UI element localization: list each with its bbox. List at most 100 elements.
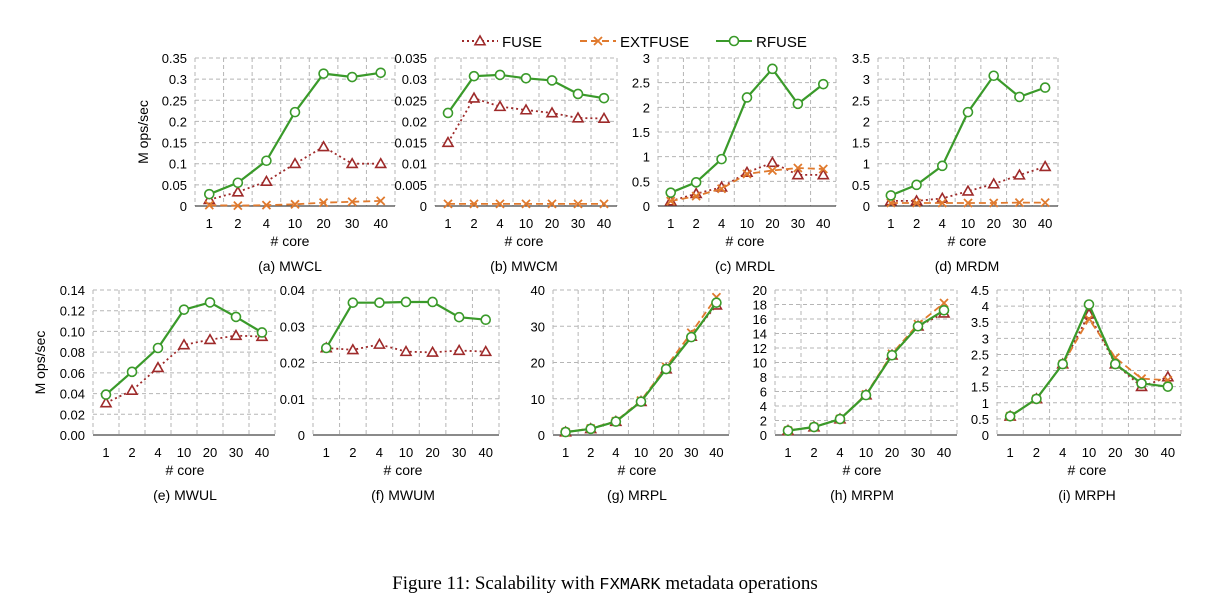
data-point-rfuse: [1004, 411, 1016, 422]
y-tick-label: 3.5: [852, 51, 870, 66]
data-point-rfuse: [711, 297, 722, 308]
x-tick-label: 4: [718, 216, 725, 231]
y-tick-label: 0.35: [162, 51, 187, 66]
data-point-rfuse: [178, 304, 190, 315]
x-tick-label: 40: [597, 216, 611, 231]
y-tick-label: 2: [643, 100, 650, 115]
y-axis-label: M ops/sec: [135, 100, 151, 164]
data-point-rfuse: [808, 421, 820, 433]
y-tick-label: 2.5: [632, 76, 650, 91]
y-tick-label: 0.06: [60, 366, 85, 381]
y-tick-label: 0.04: [280, 283, 305, 298]
data-point-rfuse: [635, 396, 647, 407]
y-tick-label: 0: [298, 428, 305, 443]
x-tick-label: 40: [937, 445, 951, 460]
data-point-rfuse: [936, 160, 948, 172]
data-point-rfuse: [1162, 381, 1174, 392]
data-point-extfuse: [469, 199, 479, 209]
data-point-fuse: [961, 184, 975, 196]
data-point-rfuse: [346, 71, 358, 83]
x-tick-label: 10: [859, 445, 873, 460]
data-point-extfuse: [818, 164, 828, 174]
data-point-fuse: [260, 174, 273, 187]
x-tick-label: 10: [288, 216, 302, 231]
x-tick-label: 40: [1038, 216, 1052, 231]
chart-title: (i) MRPH: [1058, 487, 1116, 503]
data-point-rfuse: [767, 63, 778, 75]
data-point-extfuse: [793, 163, 803, 173]
data-point-rfuse: [100, 389, 112, 400]
x-tick-label: 10: [740, 216, 754, 231]
x-tick-label: 1: [887, 216, 894, 231]
data-point-fuse: [467, 91, 481, 103]
chart-title: (e) MWUL: [153, 487, 217, 503]
y-tick-label: 20: [531, 356, 545, 371]
data-point-rfuse: [1083, 299, 1095, 310]
data-point-rfuse: [741, 92, 753, 103]
data-point-extfuse: [886, 198, 896, 208]
data-point-rfuse: [453, 311, 465, 323]
y-tick-label: 3: [982, 331, 989, 346]
x-tick-label: 20: [1108, 445, 1122, 460]
data-point-rfuse: [152, 342, 164, 354]
data-point-extfuse: [691, 191, 701, 201]
data-point-fuse: [493, 100, 507, 112]
series-line-extfuse: [565, 296, 718, 433]
series-line-rfuse: [325, 300, 486, 349]
x-axis-label: # core: [843, 462, 882, 478]
data-point-rfuse: [685, 331, 697, 343]
data-point-extfuse: [547, 199, 557, 209]
y-tick-label: 20: [753, 283, 767, 298]
y-tick-label: 14: [753, 327, 767, 342]
x-tick-label: 10: [177, 445, 191, 460]
y-tick-label: 0.2: [169, 114, 187, 129]
legend-label-rfuse: RFUSE: [756, 34, 807, 51]
y-tick-label: 0.02: [60, 407, 85, 422]
y-tick-label: 2.5: [971, 347, 989, 362]
x-tick-label: 10: [634, 445, 648, 460]
data-point-rfuse: [665, 187, 677, 198]
chart-panel-7: 0 10 20 30 40 1 2 4 10 20 30 40 # core (g) MRPL: [531, 283, 730, 503]
data-point-extfuse: [742, 169, 752, 179]
y-tick-label: 0.5: [632, 174, 650, 189]
x-tick-label: 40: [1161, 445, 1175, 460]
figure-caption: Figure 11: Scalability with FXMARK metad…: [0, 573, 1210, 595]
data-point-rfuse: [375, 67, 387, 79]
y-tick-label: 0.01: [402, 157, 427, 172]
x-tick-label: 4: [1059, 445, 1066, 460]
chart-title: (f) MWUM: [371, 487, 435, 503]
x-tick-label: 2: [693, 216, 700, 231]
data-point-extfuse: [989, 198, 999, 208]
data-point-extfuse: [573, 199, 583, 209]
y-tick-label: 0.05: [162, 178, 187, 193]
y-tick-label: 2.5: [852, 93, 870, 108]
chart-panel-4: 0 0.5 1 1.5 2 2.5 3 3.5 1 2 4 10 20 30 40 # core (d) MRD…: [852, 51, 1059, 274]
chart-title: (g) MRPL: [607, 487, 667, 503]
y-tick-label: 0: [420, 199, 427, 214]
y-tick-label: 1.5: [632, 125, 650, 140]
x-tick-label: 30: [229, 445, 243, 460]
data-point-fuse: [791, 168, 805, 180]
data-point-extfuse: [521, 199, 531, 209]
data-point-extfuse: [204, 200, 214, 210]
data-point-rfuse: [320, 342, 332, 354]
y-tick-label: 2: [863, 114, 870, 129]
x-tick-label: 1: [323, 445, 330, 460]
x-tick-label: 10: [1082, 445, 1096, 460]
caption-prefix: Figure 11: Scalability with: [392, 573, 600, 594]
y-tick-label: 4: [760, 399, 767, 414]
y-tick-label: 0.04: [60, 387, 85, 402]
x-axis-label: # core: [1068, 462, 1107, 478]
data-point-fuse: [374, 157, 388, 169]
y-tick-label: 0: [180, 199, 187, 214]
data-point-rfuse: [782, 425, 794, 436]
y-tick-label: 0: [863, 199, 870, 214]
data-point-fuse: [125, 383, 139, 396]
y-tick-label: 0.5: [971, 412, 989, 427]
x-tick-label: 40: [816, 216, 830, 231]
x-tick-label: 2: [128, 445, 135, 460]
data-point-extfuse: [233, 200, 243, 211]
x-tick-label: 4: [496, 216, 503, 231]
data-point-rfuse: [716, 153, 727, 165]
data-point-extfuse: [347, 197, 357, 207]
